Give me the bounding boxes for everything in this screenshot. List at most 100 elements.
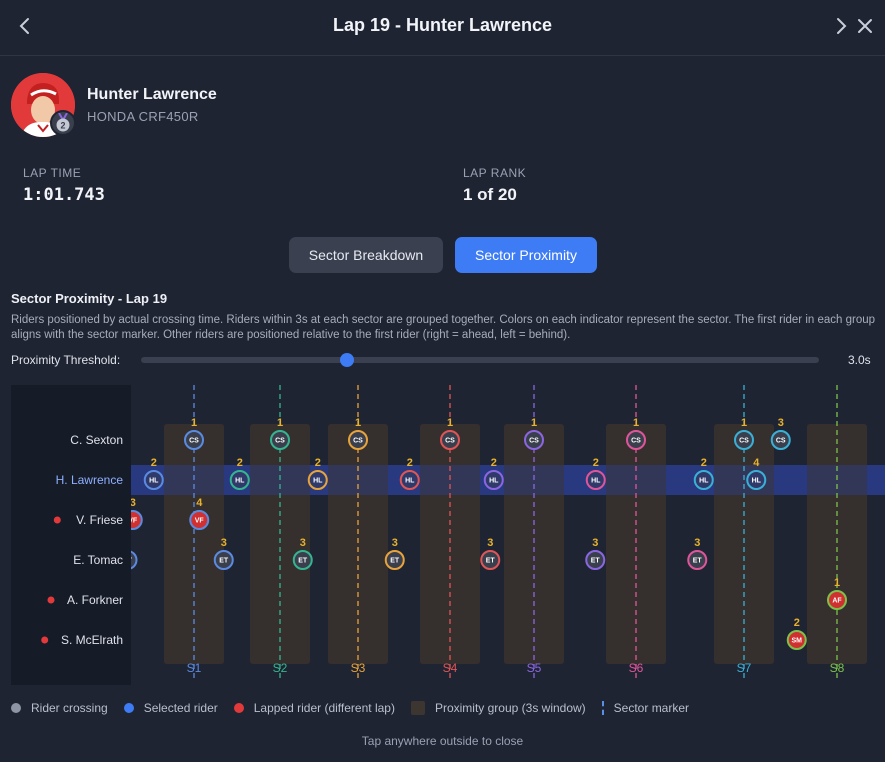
chevron-right-icon <box>837 18 847 34</box>
rider-crossing-marker <box>131 550 138 570</box>
crossing-rank-label: 3 <box>487 537 493 549</box>
legend-label: Selected rider <box>143 701 218 715</box>
rider-crossing-marker <box>483 470 504 490</box>
crossing-rank-label: 1 <box>741 417 747 429</box>
legend-item: Sector marker <box>601 701 690 715</box>
rider-crossing-marker <box>480 550 501 570</box>
next-button[interactable] <box>829 14 853 38</box>
rider-abbr-label: CS <box>739 438 749 445</box>
crossing-rank-label: 3 <box>300 537 306 549</box>
crossing-rank-label: 1 <box>531 417 537 429</box>
crossing-rank-label: 3 <box>592 537 598 549</box>
rider-abbr-label: SM <box>792 638 803 645</box>
legend-item: Lapped rider (different lap) <box>233 701 395 715</box>
crossing-rank-label: 1 <box>834 577 840 589</box>
proximity-chart: S1 S2 S3 S4 S5 S6 S7 S8 C. Sexton H. Lawrence V. F… <box>11 385 885 685</box>
legend-dot-crossing <box>11 703 21 713</box>
lap-rank-label: LAP RANK <box>463 166 527 180</box>
rider-abbr-label: CS <box>353 438 363 445</box>
close-button[interactable] <box>853 14 877 38</box>
crossing-rank-label: 1 <box>355 417 361 429</box>
rider-crossing-marker <box>585 550 606 570</box>
rider-crossing-marker <box>307 470 328 490</box>
lapped-indicator-dot <box>53 516 61 524</box>
rider-bike: HONDA CRF450R <box>87 109 199 124</box>
crossing-rank-label: 1 <box>447 417 453 429</box>
crossing-rank-label: 2 <box>237 457 243 469</box>
crossing-rank-label: 2 <box>407 457 413 469</box>
threshold-slider[interactable] <box>141 353 819 367</box>
rider-abbr-label: ET <box>219 558 229 565</box>
svg-text:2: 2 <box>60 121 65 131</box>
position-badge: 2 <box>50 110 76 136</box>
tab-sector-breakdown[interactable]: Sector Breakdown <box>289 237 443 273</box>
legend-swatch-group <box>410 701 425 715</box>
proximity-group-box <box>504 424 564 664</box>
proximity-title: Sector Proximity - Lap 19 <box>11 291 168 306</box>
rider-abbr-label: CS <box>529 438 539 445</box>
rider-crossing-marker <box>399 470 420 490</box>
proximity-group-box <box>420 424 480 664</box>
modal-header: Lap 19 - Hunter Lawrence <box>0 0 885 56</box>
legend-dot-lapped <box>233 703 244 713</box>
crossing-rank-label: 3 <box>130 497 136 509</box>
rider-crossing-marker <box>687 550 708 570</box>
legend-swatch-marker <box>601 701 604 715</box>
rider-row-label: H. Lawrence <box>56 473 124 487</box>
rider-crossing-marker <box>440 430 460 450</box>
sector-label: S5 <box>527 661 542 675</box>
rider-crossing-marker <box>827 590 847 610</box>
lap-rank-value: 1 of 20 <box>463 185 517 204</box>
rider-abbr-label: ET <box>298 558 308 565</box>
chevron-left-icon <box>19 18 29 34</box>
rider-abbr-label: ET <box>123 558 133 565</box>
rider-abbr-label: VF <box>128 518 138 525</box>
legend-label: Sector marker <box>613 701 690 715</box>
legend-label: Rider crossing <box>31 701 108 715</box>
rider-abbr-label: VF <box>195 518 205 525</box>
rider-crossing-marker <box>213 550 234 570</box>
legend-item: Rider crossing <box>11 701 108 715</box>
crossing-rank-label: 2 <box>593 457 599 469</box>
rider-avatar <box>11 73 75 137</box>
rider-crossing-marker <box>734 430 754 450</box>
crossing-rank-label: 3 <box>392 537 398 549</box>
threshold-slider-thumb[interactable] <box>340 353 355 367</box>
rider-name-panel <box>11 385 131 685</box>
rider-name: Hunter Lawrence <box>87 86 217 103</box>
page-title: Lap 19 - Hunter Lawrence <box>332 15 553 35</box>
lapped-indicator-dot <box>41 636 49 644</box>
lap-time-value: 1:01.743 <box>23 185 105 205</box>
proximity-description: Riders positioned by actual crossing tim… <box>11 314 876 341</box>
rider-crossing-marker <box>626 430 646 450</box>
lap-time-label: LAP TIME <box>23 166 82 180</box>
sector-label: S2 <box>273 661 288 675</box>
legend-label: Lapped rider (different lap) <box>253 701 395 715</box>
rider-abbr-label: AF <box>832 598 842 605</box>
legend-label: Proximity group (3s window) <box>434 701 586 715</box>
proximity-group-box <box>328 424 388 664</box>
proximity-group-box <box>807 424 867 664</box>
rider-abbr-label: HL <box>149 478 159 485</box>
back-button[interactable] <box>13 14 37 38</box>
rider-crossing-marker <box>585 470 606 490</box>
rider-crossing-marker <box>189 510 210 530</box>
rider-crossing-marker <box>746 470 767 490</box>
crossings-layer: CS 1 HL 2 VF 3 ET 4 VF 4 ET 3 CS 1 HL 2 ET 3 CS 1 HL 2 ET 3 CS 1 H… <box>123 417 847 650</box>
rider-abbr-label: CS <box>776 438 786 445</box>
rider-abbr-label: CS <box>189 438 199 445</box>
legend-dot-selected <box>123 703 134 713</box>
sector-label: S4 <box>443 661 458 675</box>
sector-label: S8 <box>830 661 845 675</box>
rider-abbr-label: ET <box>693 558 703 565</box>
rider-abbr-label: HL <box>699 478 709 485</box>
rider-crossing-marker <box>184 430 204 450</box>
crossing-rank-label: 3 <box>778 417 784 429</box>
rider-abbr-label: ET <box>390 558 400 565</box>
rider-abbr-label: HL <box>489 478 499 485</box>
tab-sector-proximity[interactable]: Sector Proximity <box>455 237 597 273</box>
legend-item: Proximity group (3s window) <box>410 701 586 715</box>
rider-abbr-label: CS <box>275 438 285 445</box>
rider-row-label: S. McElrath <box>61 633 123 647</box>
rider-abbr-label: CS <box>445 438 455 445</box>
